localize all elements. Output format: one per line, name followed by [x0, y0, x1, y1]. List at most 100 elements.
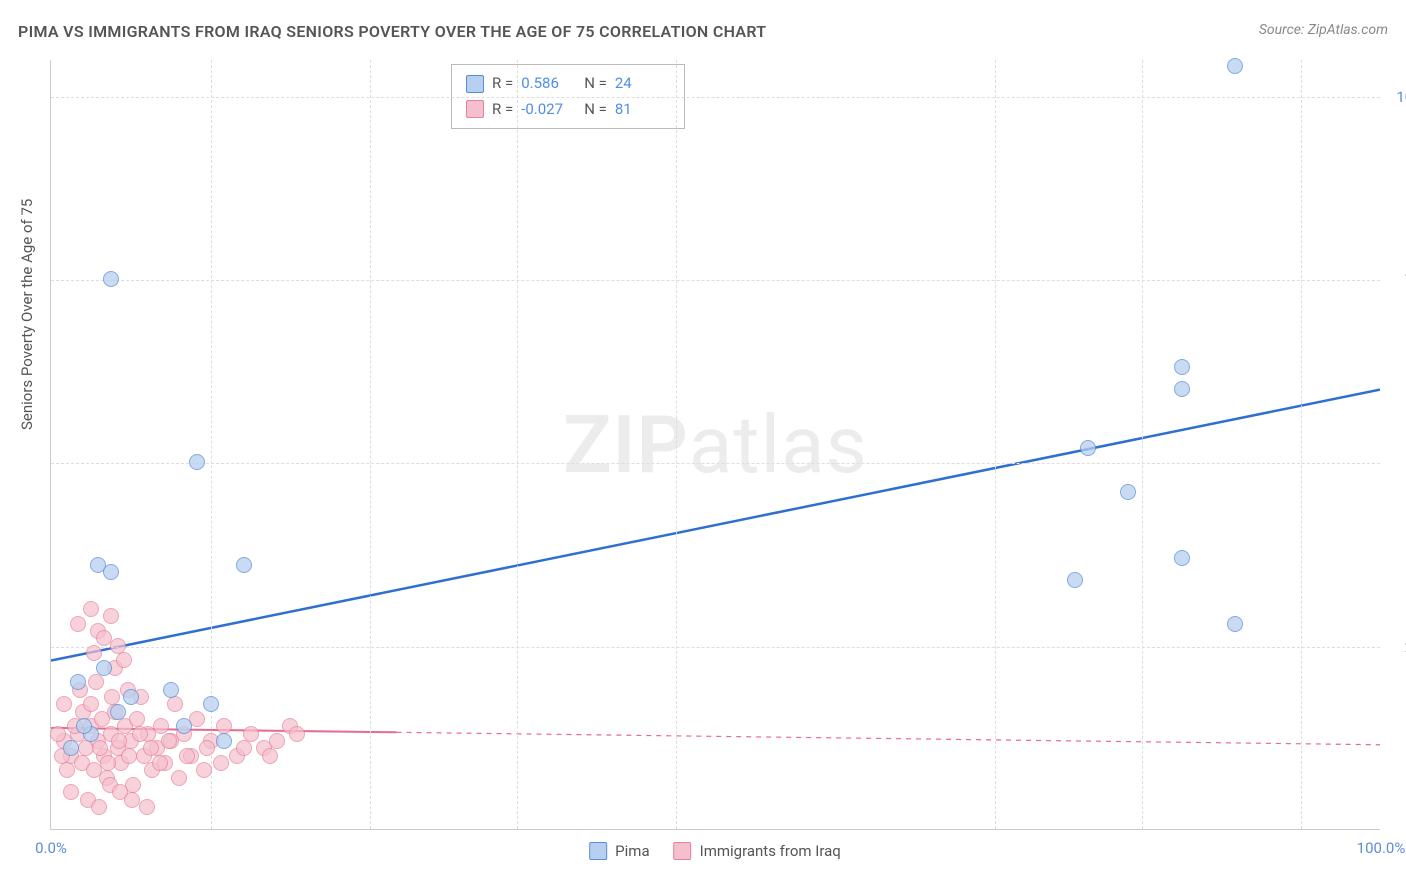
scatter-point — [104, 689, 120, 705]
chart-title: PIMA VS IMMIGRANTS FROM IRAQ SENIORS POV… — [18, 22, 766, 41]
gridline-horizontal — [51, 647, 1380, 648]
scatter-point — [289, 726, 305, 742]
gridline-horizontal — [51, 463, 1380, 464]
gridline-vertical — [1142, 60, 1143, 829]
source-attribution: Source: ZipAtlas.com — [1259, 22, 1388, 38]
scatter-point — [199, 740, 215, 756]
gridline-vertical — [676, 60, 677, 829]
scatter-point — [129, 711, 145, 727]
r-label: R = — [492, 71, 513, 97]
scatter-point — [216, 733, 232, 749]
scatter-point — [1174, 550, 1190, 566]
legend-item-iraq: Immigrants from Iraq — [674, 842, 841, 860]
legend-label: Pima — [615, 842, 649, 860]
scatter-point — [70, 674, 86, 690]
gridline-vertical — [1301, 60, 1302, 829]
scatter-point — [171, 770, 187, 786]
scatter-point — [103, 608, 119, 624]
scatter-point — [161, 733, 177, 749]
scatter-point — [83, 601, 99, 617]
scatter-point — [203, 696, 219, 712]
scatter-point — [196, 762, 212, 778]
scatter-point — [163, 682, 179, 698]
scatter-point — [86, 645, 102, 661]
scatter-point — [116, 652, 132, 668]
scatter-point — [88, 674, 104, 690]
scatter-point — [1227, 616, 1243, 632]
scatter-point — [111, 733, 127, 749]
gridline-horizontal — [51, 280, 1380, 281]
scatter-point — [236, 740, 252, 756]
x-tick-label: 100.0% — [1357, 839, 1406, 857]
scatter-point — [121, 748, 137, 764]
x-tick-label: 0.0% — [35, 839, 67, 857]
scatter-point — [179, 748, 195, 764]
series-legend: Pima Immigrants from Iraq — [589, 842, 841, 860]
gridline-vertical — [517, 60, 518, 829]
scatter-point — [236, 557, 252, 573]
scatter-point — [76, 718, 92, 734]
scatter-point — [139, 799, 155, 815]
scatter-point — [123, 689, 139, 705]
n-value: 24 — [615, 71, 670, 97]
scatter-point — [103, 564, 119, 580]
gridline-vertical — [995, 60, 996, 829]
trend-lines-svg — [51, 60, 1380, 829]
watermark: ZIPatlas — [563, 398, 868, 492]
scatter-point — [1174, 381, 1190, 397]
scatter-point — [63, 784, 79, 800]
scatter-point — [110, 638, 126, 654]
scatter-point — [100, 755, 116, 771]
legend-row-pima: R = 0.586 N = 24 — [466, 71, 670, 97]
swatch-icon — [589, 842, 607, 860]
scatter-point — [243, 726, 259, 742]
legend-label: Immigrants from Iraq — [700, 842, 841, 860]
scatter-point — [1120, 484, 1136, 500]
scatter-point — [167, 696, 183, 712]
scatter-point — [216, 718, 232, 734]
n-label: N = — [584, 71, 607, 97]
scatter-point — [213, 755, 229, 771]
scatter-point — [1174, 359, 1190, 375]
scatter-point — [1080, 440, 1096, 456]
scatter-point — [269, 733, 285, 749]
scatter-point — [91, 799, 107, 815]
swatch-icon — [466, 100, 484, 118]
swatch-icon — [466, 75, 484, 93]
scatter-point — [96, 660, 112, 676]
legend-row-iraq: R = -0.027 N = 81 — [466, 97, 670, 123]
scatter-point — [189, 454, 205, 470]
y-tick-label: 100.0% — [1396, 88, 1406, 106]
scatter-point — [262, 748, 278, 764]
scatter-point — [50, 726, 66, 742]
scatter-point — [83, 696, 99, 712]
scatter-point — [152, 755, 168, 771]
swatch-icon — [674, 842, 692, 860]
scatter-point — [56, 696, 72, 712]
scatter-point — [70, 616, 86, 632]
r-value: -0.027 — [521, 97, 576, 123]
scatter-point — [132, 726, 148, 742]
n-value: 81 — [615, 97, 670, 123]
scatter-point — [63, 740, 79, 756]
scatter-point — [1067, 572, 1083, 588]
chart-area: ZIPatlas R = 0.586 N = 24 R = -0.027 N =… — [50, 60, 1380, 830]
scatter-point — [143, 740, 159, 756]
scatter-point — [124, 792, 140, 808]
scatter-point — [59, 762, 75, 778]
gridline-horizontal — [51, 97, 1380, 98]
scatter-point — [103, 271, 119, 287]
r-value: 0.586 — [521, 71, 576, 97]
gridline-vertical — [211, 60, 212, 829]
r-label: R = — [492, 97, 513, 123]
legend-item-pima: Pima — [589, 842, 649, 860]
scatter-point — [1227, 58, 1243, 74]
scatter-point — [176, 718, 192, 734]
scatter-point — [153, 718, 169, 734]
gridline-vertical — [370, 60, 371, 829]
plot-region: ZIPatlas R = 0.586 N = 24 R = -0.027 N =… — [50, 60, 1380, 830]
scatter-point — [92, 740, 108, 756]
y-axis-label: Seniors Poverty Over the Age of 75 — [18, 199, 36, 430]
scatter-point — [110, 704, 126, 720]
n-label: N = — [584, 97, 607, 123]
